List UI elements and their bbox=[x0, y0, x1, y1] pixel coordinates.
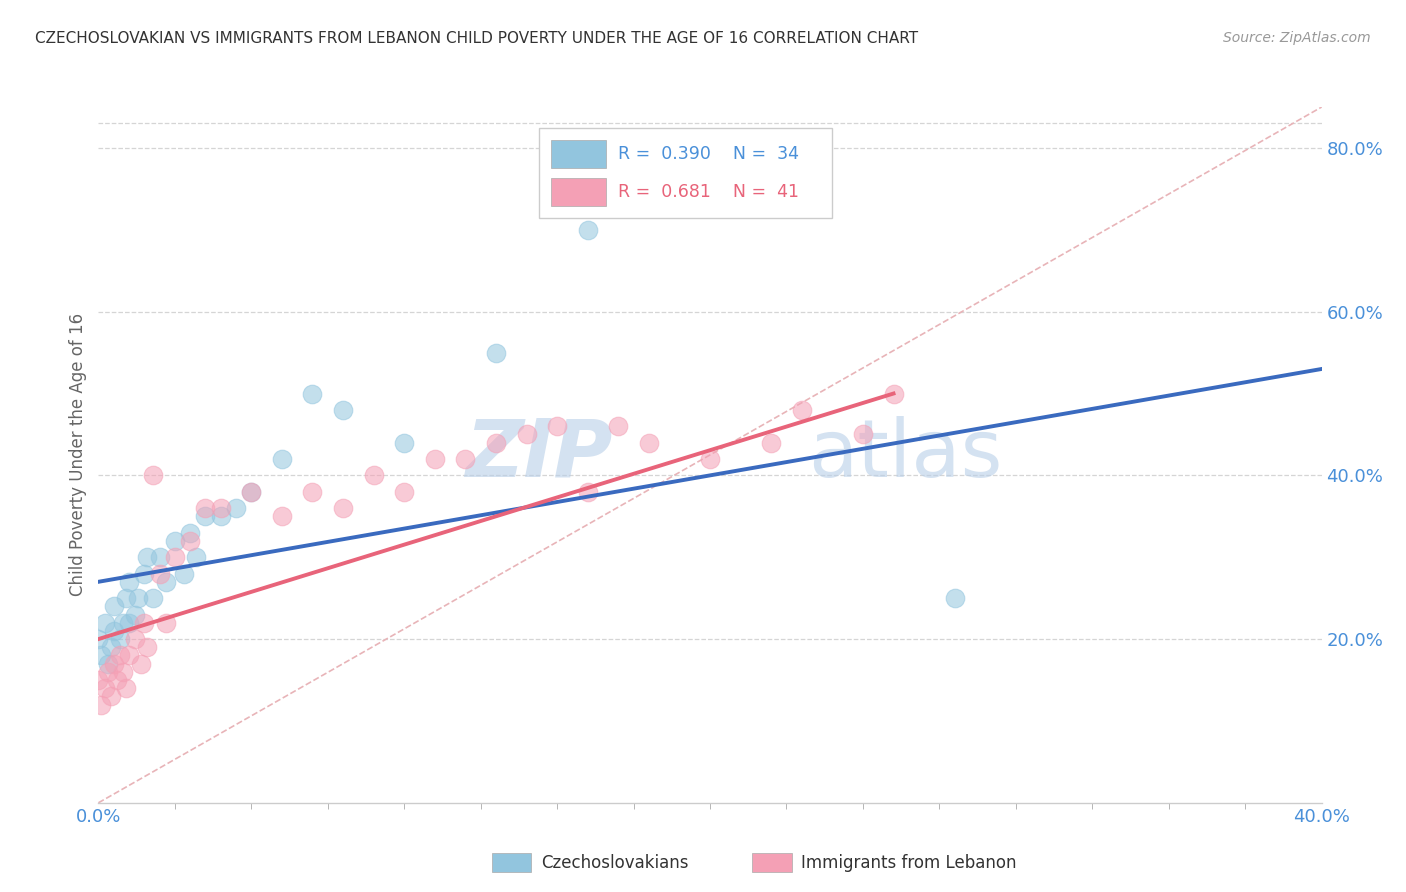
Point bbox=[790, 403, 813, 417]
Point bbox=[270, 509, 292, 524]
Point bbox=[142, 468, 165, 483]
Point bbox=[118, 574, 141, 589]
Point bbox=[301, 386, 323, 401]
Text: CZECHOSLOVAKIAN VS IMMIGRANTS FROM LEBANON CHILD POVERTY UNDER THE AGE OF 16 COR: CZECHOSLOVAKIAN VS IMMIGRANTS FROM LEBAN… bbox=[35, 31, 918, 46]
Text: atlas: atlas bbox=[808, 416, 1002, 494]
Point bbox=[332, 403, 354, 417]
Point bbox=[637, 435, 661, 450]
Text: ZIP: ZIP bbox=[465, 416, 612, 494]
Point bbox=[93, 615, 115, 630]
Point bbox=[576, 484, 599, 499]
Point bbox=[134, 615, 156, 630]
Point bbox=[134, 566, 156, 581]
Point bbox=[90, 698, 112, 712]
Point bbox=[759, 435, 782, 450]
Point bbox=[179, 525, 201, 540]
Point bbox=[485, 435, 508, 450]
Point bbox=[173, 566, 195, 581]
Point bbox=[103, 657, 125, 671]
Point bbox=[136, 550, 159, 565]
FancyBboxPatch shape bbox=[538, 128, 832, 219]
Point bbox=[179, 533, 201, 548]
Point bbox=[516, 427, 538, 442]
Point bbox=[103, 599, 125, 614]
Point bbox=[127, 591, 149, 606]
Point bbox=[454, 452, 477, 467]
Point bbox=[240, 484, 263, 499]
Point bbox=[270, 452, 292, 467]
Point bbox=[103, 624, 125, 638]
FancyBboxPatch shape bbox=[551, 140, 606, 169]
Point bbox=[124, 632, 146, 646]
Point bbox=[155, 574, 177, 589]
Point bbox=[943, 591, 966, 606]
Point bbox=[883, 386, 905, 401]
Point bbox=[546, 419, 568, 434]
Point bbox=[118, 648, 141, 663]
Point bbox=[97, 665, 120, 679]
Y-axis label: Child Poverty Under the Age of 16: Child Poverty Under the Age of 16 bbox=[69, 313, 87, 597]
Point bbox=[423, 452, 446, 467]
Point bbox=[105, 673, 128, 687]
Point bbox=[108, 632, 131, 646]
Point bbox=[186, 550, 208, 565]
Point bbox=[142, 591, 165, 606]
Point bbox=[332, 501, 354, 516]
Point bbox=[90, 648, 112, 663]
Point bbox=[576, 223, 599, 237]
Point bbox=[111, 665, 134, 679]
Point bbox=[301, 484, 323, 499]
Point bbox=[155, 615, 177, 630]
Point bbox=[163, 533, 186, 548]
Point bbox=[118, 615, 141, 630]
Point bbox=[100, 690, 122, 704]
Text: R =  0.681    N =  41: R = 0.681 N = 41 bbox=[619, 183, 799, 201]
Point bbox=[100, 640, 122, 655]
Point bbox=[111, 615, 134, 630]
Point bbox=[194, 501, 217, 516]
Text: Source: ZipAtlas.com: Source: ZipAtlas.com bbox=[1223, 31, 1371, 45]
Point bbox=[392, 435, 416, 450]
Point bbox=[163, 550, 186, 565]
Point bbox=[485, 345, 508, 359]
Point bbox=[363, 468, 385, 483]
Point bbox=[136, 640, 159, 655]
Point bbox=[225, 501, 247, 516]
Point bbox=[124, 607, 146, 622]
Point bbox=[209, 509, 232, 524]
Point bbox=[240, 484, 263, 499]
Point bbox=[852, 427, 875, 442]
FancyBboxPatch shape bbox=[551, 178, 606, 206]
Text: Immigrants from Lebanon: Immigrants from Lebanon bbox=[801, 854, 1017, 871]
Point bbox=[87, 673, 110, 687]
Text: R =  0.390    N =  34: R = 0.390 N = 34 bbox=[619, 145, 799, 163]
Point bbox=[392, 484, 416, 499]
Point bbox=[115, 591, 138, 606]
Point bbox=[149, 550, 172, 565]
Point bbox=[97, 657, 120, 671]
Point bbox=[194, 509, 217, 524]
Point bbox=[209, 501, 232, 516]
Text: Czechoslovakians: Czechoslovakians bbox=[541, 854, 689, 871]
Point bbox=[87, 632, 110, 646]
Point bbox=[607, 419, 630, 434]
Point bbox=[115, 681, 138, 696]
Point bbox=[149, 566, 172, 581]
Point bbox=[129, 657, 152, 671]
Point bbox=[93, 681, 115, 696]
Point bbox=[699, 452, 721, 467]
Point bbox=[108, 648, 131, 663]
